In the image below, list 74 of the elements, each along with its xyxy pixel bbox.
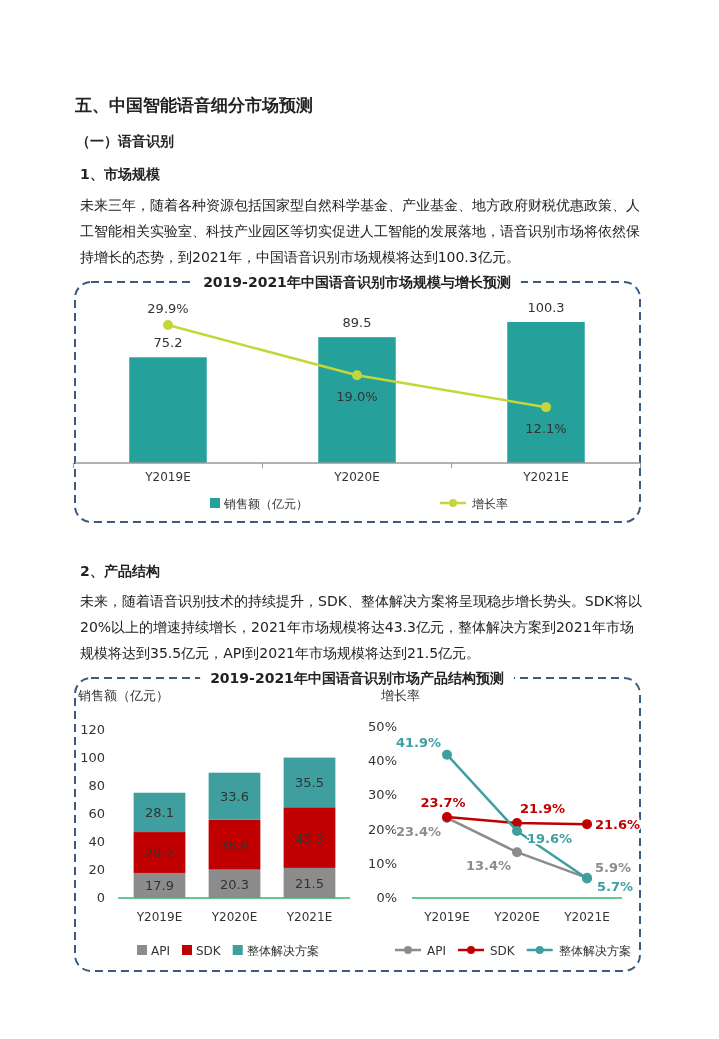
data-label: 5.7%: [597, 878, 634, 894]
x-tick-label: Y2021E: [563, 910, 610, 924]
text: 未来，随着语音识别技术的持续提升，SDK、整体解决方案将呈现稳步增长势头。SDK将以20%以上的增速持续增长，2021年市场规模将达43.3亿元，整体解决方案到2021年市场规模将达到35.5亿元，API到2021年市场规模将达到21.5亿元。: [80, 592, 642, 663]
data-label: 21.5: [295, 875, 324, 891]
text: 2、产品结构: [80, 563, 160, 581]
x-tick-label: Y2020E: [210, 910, 258, 924]
y-tick-label: 20%: [368, 821, 397, 837]
data-label: 20.3: [220, 876, 249, 892]
y-tick-label: 80: [88, 778, 105, 793]
bar: [283, 807, 336, 868]
y-tick-label: 100: [80, 750, 105, 765]
data-label: 29.9%: [147, 301, 189, 316]
y-axis-title: 增长率: [380, 688, 420, 703]
y-tick-label: 0%: [376, 890, 397, 905]
data-label: 19.0%: [336, 389, 378, 405]
y-tick-label: 50%: [368, 719, 397, 734]
legend-label: 整体解决方案: [558, 944, 631, 958]
data-label: 75.2: [153, 335, 183, 351]
data-label: 23.4%: [395, 823, 441, 839]
data-label: 19.6%: [527, 830, 573, 846]
data-label: 21.9%: [520, 801, 566, 817]
legend-label: 销售额（亿元）: [223, 497, 308, 511]
y-tick-label: 60: [88, 806, 105, 821]
bar: [133, 792, 186, 833]
legend-label: API: [427, 944, 446, 958]
data-label: 12.1%: [525, 421, 567, 437]
y-tick-label: 40: [88, 834, 105, 849]
x-tick-label: Y2021E: [522, 470, 569, 484]
y-tick-label: 10%: [368, 855, 397, 871]
y-tick-label: 120: [80, 722, 105, 737]
chart-title: 2019-2021年中国语音识别市场产品结构预测: [210, 670, 504, 686]
bar: [208, 772, 261, 820]
data-label: 89.5: [342, 315, 372, 331]
data-label: 35.6: [220, 837, 249, 853]
point: [512, 825, 522, 836]
text: 五、中国智能语音细分市场预测: [75, 94, 313, 117]
y-tick-label: 30%: [368, 787, 397, 803]
x-tick-label: Y2019E: [135, 910, 183, 924]
data-label: 17.9: [145, 878, 174, 894]
data-label: 21.6%: [595, 817, 641, 833]
point: [582, 819, 592, 830]
bar: [133, 832, 186, 873]
point: [512, 847, 522, 858]
point: [442, 749, 452, 760]
data-label: 100.3: [527, 300, 565, 315]
legend-label: SDK: [489, 944, 516, 958]
data-label: 33.6: [220, 789, 249, 805]
text: 1、市场规模: [80, 166, 160, 184]
x-tick-label: Y2019E: [144, 470, 191, 484]
data-label: 28.1: [145, 805, 174, 821]
legend-label: SDK: [195, 944, 222, 958]
text: 未来三年，随着各种资源包括国家型自然科学基金、产业基金、地方政府财税优惠政策、人工智能相关实验室、科技产业园区等切实促进人工智能的发展落地，语音识别市场将依然保持增长的态势，到2021年，中国语音识别市场规模将达到100.3亿元。: [80, 196, 641, 267]
bar: [283, 757, 336, 808]
data-label: 5.9%: [595, 859, 632, 875]
y-tick-label: 40%: [368, 753, 397, 769]
data-label: 13.4%: [465, 858, 511, 874]
x-tick-label: Y2020E: [333, 470, 380, 484]
data-label: 43.3: [295, 830, 324, 846]
legend-label: 整体解决方案: [246, 944, 319, 958]
legend-label: 增长率: [471, 497, 508, 511]
legend-label: API: [151, 944, 170, 958]
x-tick-label: Y2019E: [423, 910, 470, 924]
data-label: 23.7%: [420, 794, 466, 810]
chart-title: 2019-2021年中国语音识别市场规模与增长预测: [203, 274, 511, 290]
data-label: 41.9%: [395, 734, 441, 750]
x-tick-label: Y2021E: [285, 910, 333, 924]
y-axis-title: 销售额（亿元）: [77, 688, 169, 703]
bar: [208, 819, 261, 870]
y-tick-label: 0: [96, 890, 105, 905]
data-label: 29.2: [145, 845, 174, 861]
x-tick-label: Y2020E: [493, 910, 540, 924]
y-tick-label: 20: [88, 862, 105, 877]
data-label: 35.5: [295, 775, 324, 791]
text: （一）语音识别: [76, 133, 174, 151]
